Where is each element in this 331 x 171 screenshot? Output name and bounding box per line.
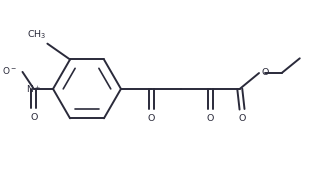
Text: O: O bbox=[148, 114, 155, 123]
Text: O: O bbox=[238, 114, 246, 123]
Text: O$^-$: O$^-$ bbox=[2, 65, 17, 76]
Text: CH$_3$: CH$_3$ bbox=[27, 28, 47, 41]
Text: N$^+$: N$^+$ bbox=[26, 83, 41, 95]
Text: O: O bbox=[30, 113, 37, 122]
Text: O: O bbox=[207, 114, 214, 123]
Text: O: O bbox=[262, 68, 269, 77]
